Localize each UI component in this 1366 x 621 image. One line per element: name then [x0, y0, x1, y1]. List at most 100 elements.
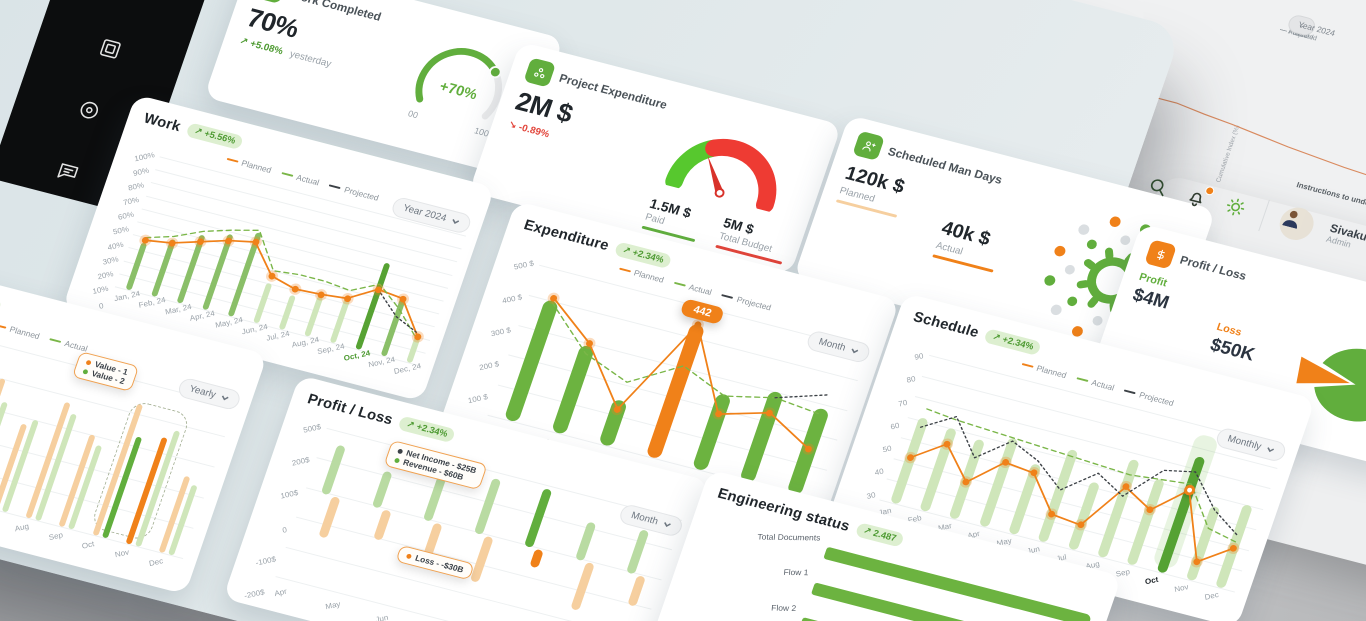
- y-tick-label: 100%: [133, 150, 155, 164]
- search-icon[interactable]: [1144, 174, 1174, 202]
- y-tick-label: 200 $: [478, 359, 500, 372]
- range-dropdown[interactable]: Year 2024: [389, 195, 473, 235]
- svg-text:100: 100: [473, 126, 491, 139]
- briefcase-icon[interactable]: [115, 0, 147, 6]
- avatar[interactable]: [1275, 204, 1319, 244]
- x-tick-label: Sep: [47, 530, 64, 542]
- schedule-chart-card: Schedule ↗ +2.34% Planned Actual Projected…: [826, 292, 1316, 621]
- dollar-icon: [1144, 239, 1177, 270]
- range-dropdown[interactable]: Month: [805, 329, 873, 365]
- y-tick-label: 40: [874, 467, 885, 478]
- person-plus-icon: [852, 130, 885, 161]
- y-tick-label: 90%: [132, 166, 150, 178]
- legend-swatch: [281, 171, 294, 178]
- actual-stat: 40k $ Actual: [932, 218, 1006, 273]
- legend-swatch: [1076, 377, 1089, 383]
- y-tick-label: 80%: [127, 180, 145, 193]
- y-tick-label: 90: [913, 351, 925, 362]
- y-tick-label: 20%: [96, 269, 115, 281]
- dot: [406, 553, 413, 560]
- y-tick-label: 70: [897, 397, 909, 409]
- schedule-chart: 9080706050403020JanFebMarAprMayJunJulAug…: [839, 347, 1285, 618]
- dot: [397, 448, 404, 455]
- dot: [82, 368, 89, 375]
- range-dropdown[interactable]: Month: [617, 503, 685, 538]
- project-expenditure-gauge: [665, 138, 777, 214]
- y-tick-label: 30: [866, 490, 877, 501]
- legend-swatch: [1021, 362, 1034, 368]
- y-tick-label: 200$: [291, 455, 311, 468]
- chart-plot: [879, 354, 1285, 593]
- y-tick-label: 100 $: [467, 392, 489, 406]
- expenditure-icon: [523, 57, 557, 88]
- x-tick-label: Nov: [114, 547, 131, 560]
- x-tick-label: Apr: [273, 586, 288, 598]
- legend-swatch: [0, 323, 7, 329]
- y-tick-label: 60%: [117, 210, 135, 223]
- header-bar: Sivakumar R Admin: [1137, 156, 1366, 320]
- project-expenditure-card: Project Expenditure 2M $ ↘ -0.89% 1.5M $…: [468, 41, 842, 275]
- legend-item: Actual: [673, 278, 713, 297]
- legend-swatch: [673, 281, 686, 287]
- row-label: Total Documents: [757, 531, 821, 542]
- trend-badge: ↗ +2.34%: [0, 285, 3, 314]
- legend-item: Actual: [48, 335, 89, 353]
- dot: [85, 359, 92, 366]
- svg-text:00: 00: [407, 108, 420, 120]
- expenditure-chart: 500 $400 $300 $200 $100 $0 $442AprMayJun…: [447, 256, 869, 525]
- legend-swatch: [226, 157, 239, 163]
- y-tick-label: 50: [882, 444, 893, 455]
- legend-swatch: [329, 184, 342, 190]
- chart-plot: [114, 156, 467, 367]
- x-tick-label: Oct: [81, 539, 95, 551]
- chat-icon[interactable]: [51, 158, 83, 190]
- legend-item: Actual: [1075, 374, 1116, 392]
- range-dropdown[interactable]: Monthly: [1214, 426, 1288, 464]
- profit-stat: Profit $4M: [1130, 271, 1172, 314]
- chart-main: Jan Feb Mar Apr May Jun Jul Aug Sep Oct Nov Dec: [871, 354, 1285, 617]
- row-label: Flow 1: [783, 567, 809, 578]
- legend-swatch: [1124, 389, 1137, 395]
- y-tick-label: 60: [890, 420, 901, 432]
- chart-plot: 442: [487, 264, 869, 501]
- card-title: Work: [141, 110, 183, 136]
- expenditure-chart-card: Expenditure ↗ +2.34% Planned Actual Projec…: [434, 200, 900, 537]
- x-tick-label: Dec: [147, 556, 164, 568]
- svg-text:+70%: +70%: [437, 79, 479, 104]
- y-tick-label: 500$: [302, 422, 322, 435]
- sidebar: [0, 0, 383, 215]
- planned-stat: 120k $ Planned: [835, 163, 910, 218]
- dot: [394, 457, 401, 464]
- y-tick-label: 70%: [122, 195, 140, 208]
- x-tick-label: May: [324, 599, 341, 612]
- y-tick-label: -100$: [254, 554, 277, 568]
- y-tick-label: 0: [281, 524, 288, 535]
- profit-loss-summary-card: Profit / Loss Profit $4M Loss $50K: [1084, 223, 1366, 470]
- target-icon[interactable]: [73, 96, 105, 128]
- legend-item: Actual: [280, 168, 321, 187]
- trend-badge: ↗ +2.34%: [397, 415, 457, 444]
- chart-main: Jan, 24 Feb, 24 Mar, 24 Apr, 24 May, 24 Jun, …: [106, 156, 467, 391]
- y-tick-label: 10%: [91, 283, 110, 296]
- bell-icon[interactable]: [1182, 184, 1216, 212]
- profit-loss-pie: [1296, 348, 1366, 422]
- row-label: Flow 2: [770, 602, 797, 613]
- y-tick-label: 500 $: [513, 258, 535, 272]
- y-tick-label: 0: [97, 301, 104, 311]
- user-block[interactable]: Sivakumar R Admin: [1325, 221, 1366, 252]
- legend-swatch: [49, 338, 62, 344]
- y-tick-label: 300 $: [490, 325, 512, 339]
- y-tick-label: 400 $: [501, 292, 523, 305]
- loss-stat: Loss $50K: [1207, 321, 1258, 366]
- x-tick-label: Dec: [1203, 590, 1220, 602]
- y-tick-label: 40%: [107, 239, 125, 252]
- x-tick-label: Aug: [14, 521, 30, 534]
- y-tick-label: 30%: [102, 254, 120, 267]
- y-tick-label: 100$: [279, 488, 299, 501]
- card-title: Profit / Loss: [1178, 253, 1249, 283]
- theme-icon[interactable]: [1221, 194, 1251, 222]
- dashboard-icon[interactable]: [94, 35, 126, 67]
- trend-badge: ↗ 2.487: [854, 522, 905, 548]
- range-dropdown[interactable]: Yearly: [175, 376, 243, 412]
